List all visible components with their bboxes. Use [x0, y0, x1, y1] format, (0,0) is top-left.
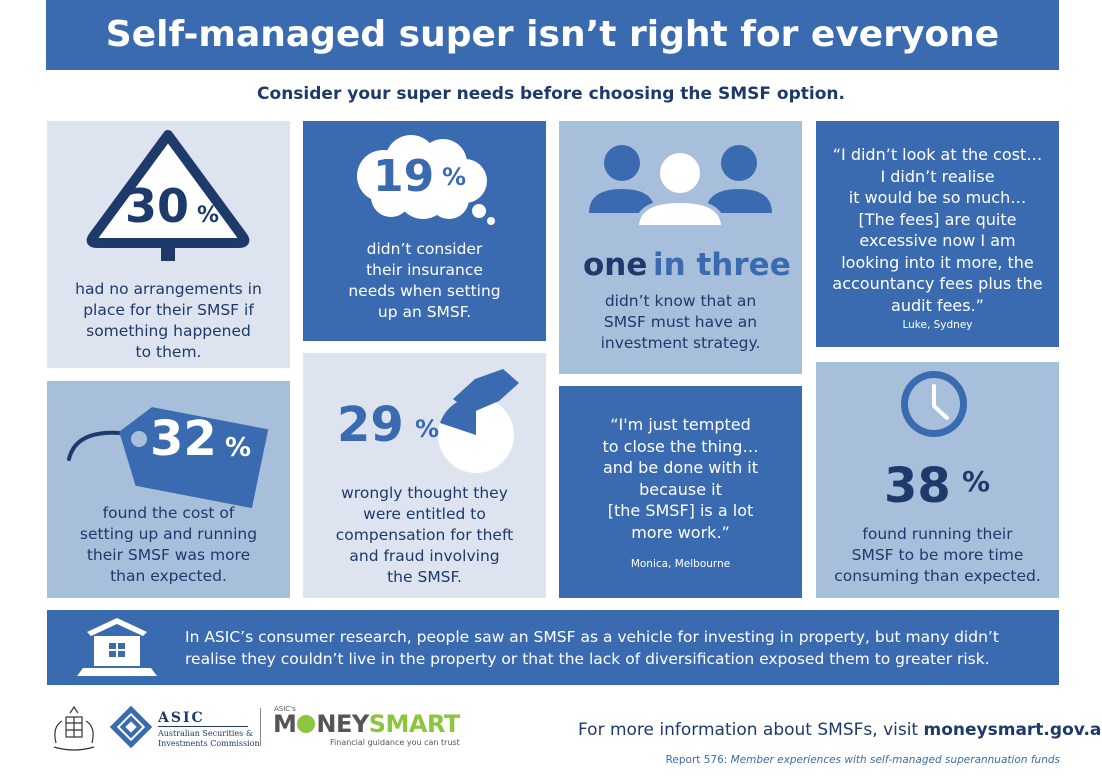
report-citation: Report 576: Member experiences with self…: [665, 754, 1060, 766]
quote-attribution-monica: Monica, Melbourne: [630, 558, 731, 570]
page-title: Self-managed super isn’t right for every…: [46, 0, 1059, 70]
moneysmart-logo: M NEYSMART: [273, 710, 460, 738]
page-subtitle: Consider your super needs before choosin…: [257, 84, 845, 104]
quote-tile-luke: “I didn’t look at the cost… I didn’t real…: [816, 121, 1059, 347]
in-three-label: in three: [653, 247, 791, 283]
stat-unit-38: %: [962, 465, 991, 498]
clock-icon: [901, 371, 967, 437]
stat-unit-29: %: [415, 415, 440, 443]
quote-attribution-luke: Luke, Sydney: [902, 319, 973, 331]
stat-tile-32: 32 % found the cost of setting up and run…: [47, 381, 290, 598]
moneysmart-prefix: ASIC's: [274, 705, 296, 713]
stat-number-19: 19: [373, 151, 435, 202]
one-label: one: [583, 247, 648, 283]
stat-caption-30: had no arrangements in place for their SM…: [75, 280, 262, 361]
warning-sign-icon: [86, 130, 250, 261]
stat-tile-30: 30 % had no arrangements in place for the…: [47, 121, 290, 368]
stat-caption-one-in-three: didn’t know that an SMSF must have an inve…: [600, 292, 761, 352]
moneysmart-link[interactable]: moneysmart.gov.au: [923, 720, 1102, 740]
asic-logo-icon: [109, 705, 153, 749]
stat-tile-38: 38 % found running their SMSF to be more …: [816, 362, 1059, 598]
stat-tile-29: 29 % wrongly thought they were entitled t…: [303, 353, 546, 598]
thought-bubble-icon: [357, 135, 495, 225]
stat-tile-one-in-three: one in three didn’t know that an SMSF mus…: [559, 121, 802, 374]
stat-caption-38: found running their SMSF to be more time c…: [834, 525, 1041, 585]
moneysmart-tagline: Financial guidance you can trust: [330, 738, 460, 747]
people-group-icon: [589, 145, 772, 229]
more-info-text: For more information about SMSFs, visit …: [578, 720, 1102, 740]
asic-fullname: Australian Securities & Investments Commi…: [158, 729, 260, 748]
stat-number-29: 29: [337, 397, 404, 453]
stat-caption-29: wrongly thought they were entitled to comp…: [335, 484, 514, 586]
property-note: In ASIC’s consumer research, people saw …: [47, 610, 1059, 685]
stat-unit-32: %: [225, 433, 252, 463]
price-tag-icon: [67, 407, 269, 509]
stat-number-32: 32: [150, 411, 217, 467]
property-note-text: In ASIC’s consumer research, people saw …: [185, 628, 999, 668]
stat-caption-32: found the cost of setting up and running t…: [79, 504, 258, 585]
stat-number-30: 30: [125, 179, 190, 233]
coat-of-arms-icon: [53, 705, 95, 751]
stat-caption-19: didn’t consider their insurance needs when…: [348, 240, 501, 321]
quote-text-monica: “I'm just tempted to close the thing… and …: [602, 415, 759, 542]
quote-text-luke: “I didn’t look at the cost… I didn’t real…: [832, 145, 1043, 315]
pie-hand-icon: [438, 369, 519, 473]
asic-name: ASIC: [158, 710, 205, 726]
stat-unit-19: %: [442, 163, 467, 191]
quote-tile-monica: “I'm just tempted to close the thing… and …: [559, 386, 802, 598]
stat-tile-19: 19 % didn’t consider their insurance needs…: [303, 121, 546, 341]
stat-unit-30: %: [197, 203, 220, 228]
stat-number-38: 38: [884, 458, 951, 514]
house-icon: [77, 618, 157, 676]
